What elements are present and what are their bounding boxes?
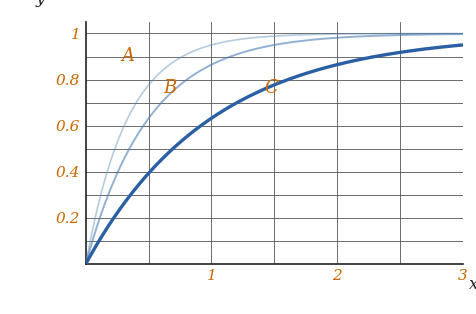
X-axis label: x: x <box>468 276 476 293</box>
Text: C: C <box>264 79 278 97</box>
Text: B: B <box>163 79 177 97</box>
Y-axis label: y: y <box>36 0 45 8</box>
Text: A: A <box>121 47 134 65</box>
